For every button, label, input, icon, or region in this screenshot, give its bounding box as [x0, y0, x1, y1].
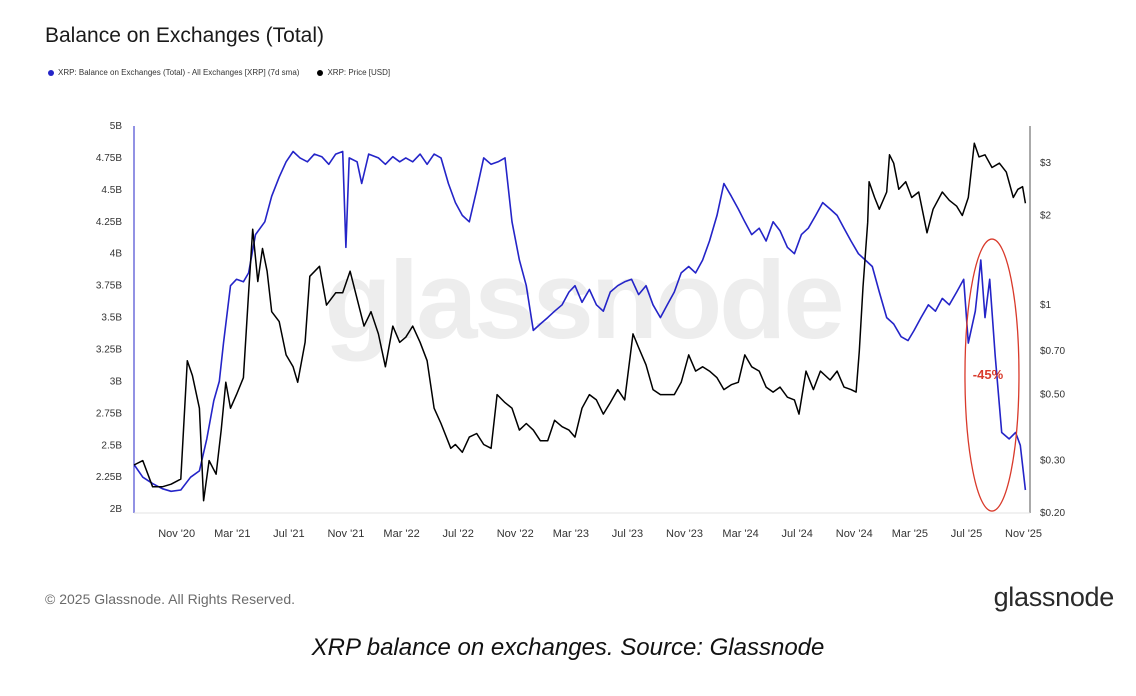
- legend-item-price[interactable]: XRP: Price [USD]: [317, 68, 390, 77]
- chart-area: glassnode 2B 2.25B 2.5B 2.75B 3B 3.25B 3.5B 3.7…: [96, 121, 1066, 540]
- right-tick-label: $0.70: [1040, 346, 1065, 357]
- chart-title: Balance on Exchanges (Total): [45, 24, 324, 47]
- x-tick-label: Mar '23: [553, 528, 589, 540]
- legend-swatch-balance: [48, 69, 54, 76]
- x-tick-label: Nov '22: [497, 528, 534, 540]
- x-tick-label: Nov '23: [666, 528, 703, 540]
- legend: XRP: Balance on Exchanges (Total) - All …: [48, 68, 390, 77]
- x-tick-label: Jul '21: [273, 528, 304, 540]
- left-tick-label: 3.5B: [101, 313, 122, 324]
- legend-label-price: XRP: Price [USD]: [327, 68, 391, 77]
- x-tick-label: Mar '22: [383, 528, 419, 540]
- left-tick-label: 4.25B: [96, 217, 122, 228]
- left-tick-label: 4B: [110, 249, 123, 260]
- legend-swatch-price: [317, 69, 324, 76]
- x-tick-label: Nov '24: [836, 528, 873, 540]
- right-tick-label: $1: [1040, 300, 1052, 311]
- annotation-ellipse: [964, 238, 1020, 512]
- brand-logo: glassnode: [993, 582, 1115, 612]
- x-tick-label: Nov '20: [158, 528, 195, 540]
- x-tick-label: Jul '24: [781, 528, 812, 540]
- left-tick-label: 4.75B: [96, 153, 122, 164]
- tick-labels: 2B 2.25B 2.5B 2.75B 3B 3.25B 3.5B 3.75B 4B 4.25B 4…: [96, 121, 1066, 540]
- left-tick-label: 4.5B: [101, 185, 122, 196]
- watermark: glassnode: [324, 239, 841, 362]
- right-tick-label: $0.20: [1040, 508, 1065, 519]
- left-tick-label: 2.75B: [96, 408, 122, 419]
- right-tick-label: $0.50: [1040, 390, 1065, 401]
- right-tick-label: $2: [1040, 211, 1052, 222]
- right-tick-label: $0.30: [1040, 456, 1065, 467]
- series-line-price: [133, 142, 1027, 502]
- copyright: © 2025 Glassnode. All Rights Reserved.: [45, 591, 296, 607]
- axes: [133, 126, 1031, 514]
- left-tick-label: 2.25B: [96, 472, 122, 483]
- series-line-balance: [133, 150, 1027, 493]
- x-tick-label: Jul '23: [612, 528, 643, 540]
- x-tick-label: Mar '24: [722, 528, 758, 540]
- series-lines: [133, 142, 1027, 502]
- legend-label-balance: XRP: Balance on Exchanges (Total) - All …: [58, 68, 300, 77]
- annotation-label: -45%: [973, 367, 1004, 382]
- left-tick-label: 3B: [110, 376, 123, 387]
- x-tick-label: Mar '25: [892, 528, 928, 540]
- left-tick-label: 3.25B: [96, 345, 122, 356]
- left-tick-label: 3.75B: [96, 281, 122, 292]
- legend-item-balance[interactable]: XRP: Balance on Exchanges (Total) - All …: [48, 68, 299, 77]
- x-tick-label: Jul '22: [442, 528, 473, 540]
- x-tick-label: Nov '25: [1005, 528, 1042, 540]
- annotation: -45%: [964, 238, 1020, 512]
- caption: XRP balance on exchanges. Source: Glassn…: [311, 634, 825, 661]
- left-tick-label: 5B: [110, 121, 123, 132]
- x-tick-label: Nov '21: [327, 528, 364, 540]
- x-tick-label: Jul '25: [951, 528, 982, 540]
- left-tick-label: 2B: [110, 504, 123, 515]
- right-tick-label: $3: [1040, 158, 1052, 169]
- left-tick-label: 2.5B: [101, 440, 122, 451]
- x-tick-label: Mar '21: [214, 528, 250, 540]
